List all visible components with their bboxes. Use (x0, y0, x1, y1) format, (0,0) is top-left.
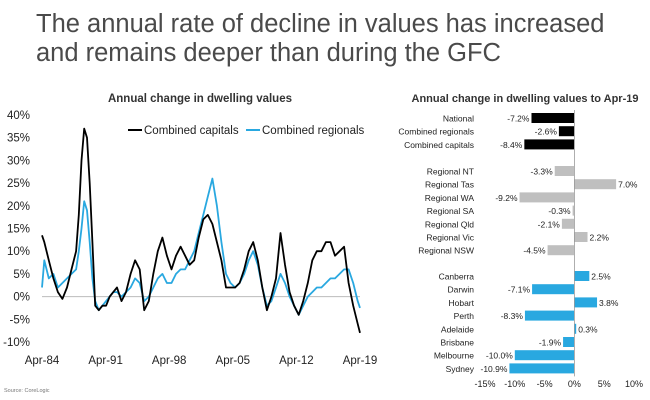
bar (514, 350, 575, 361)
bar-value-label: 2.5% (591, 272, 611, 282)
bar-category-label: Canberra (439, 272, 475, 282)
bar (524, 139, 575, 150)
legend-label: Combined capitals (144, 125, 239, 137)
x-tick-label: Apr-12 (279, 355, 314, 367)
line-chart: Annual change in dwelling values 40% 35% 30… (3, 93, 378, 367)
y-tick-label: 15% (7, 224, 30, 236)
bar (558, 126, 575, 137)
x-tick-label: Apr-84 (25, 355, 60, 367)
bar (561, 218, 575, 229)
x-tick-label: 5% (598, 379, 611, 389)
y-tick-label: 0% (13, 292, 30, 304)
chart-title: Annual change in dwelling values to Apr-… (412, 93, 639, 105)
x-tick-label: Apr-91 (88, 355, 123, 367)
bar (519, 192, 575, 203)
bar (532, 284, 575, 295)
bar-category-label: Combined regionals (398, 127, 474, 137)
y-tick-label: 40% (7, 110, 30, 122)
bar-category-label: Regional NSW (418, 246, 474, 256)
y-tick-label: -10% (3, 337, 30, 349)
x-tick-label: -10% (504, 379, 525, 389)
y-tick-label: 5% (13, 269, 30, 281)
bar-category-label: Regional WA (425, 193, 475, 203)
bar-value-label: -4.5% (523, 246, 546, 256)
x-tick-label: 10% (625, 379, 643, 389)
bar-category-label: Sydney (446, 364, 475, 374)
bar-value-label: -10.9% (480, 364, 507, 374)
x-tick-label: 0% (568, 379, 581, 389)
bar-category-label: National (443, 114, 474, 124)
bar (547, 245, 575, 256)
series-line (41, 177, 361, 316)
y-tick-label: 25% (7, 178, 30, 190)
series-line (41, 127, 361, 334)
bar-category-label: Regional Tas (425, 180, 474, 190)
bar-chart: Annual change in dwelling values to Apr-… (398, 93, 643, 389)
bar-value-label: -8.3% (501, 311, 524, 321)
headline: The annual rate of decline in values has… (36, 10, 605, 67)
bar-value-label: 3.8% (599, 298, 619, 308)
bar-value-label: 2.2% (590, 233, 610, 243)
y-tick-label: 10% (7, 246, 30, 258)
bar-category-label: Darwin (448, 285, 475, 295)
x-tick-label: Apr-05 (216, 355, 251, 367)
x-tick-label: Apr-19 (343, 355, 378, 367)
bar-category-label: Regional SA (427, 206, 475, 216)
bar-category-label: Adelaide (441, 324, 474, 334)
x-tick-label: -5% (537, 379, 553, 389)
x-tick-label: Apr-98 (152, 355, 187, 367)
legend-label: Combined regionals (262, 125, 365, 137)
bar (531, 113, 575, 123)
bar-value-label: -1.9% (539, 338, 562, 348)
bar-value-label: 7.0% (618, 180, 638, 190)
y-tick-label: 20% (7, 201, 30, 213)
bar (574, 297, 598, 308)
bar-value-label: 0.3% (578, 324, 598, 334)
bar-category-label: Brisbane (440, 338, 474, 348)
y-tick-label: 30% (7, 155, 30, 167)
bar-value-label: -7.1% (508, 285, 531, 295)
bar-value-label: -2.6% (535, 127, 558, 137)
bar-value-label: -8.4% (500, 140, 523, 150)
bar-category-label: Regional NT (427, 167, 474, 177)
bar-value-label: -10.0% (486, 351, 513, 361)
bar (572, 205, 575, 216)
chart-title: Annual change in dwelling values (108, 93, 292, 105)
bar (574, 271, 590, 281)
bar (563, 337, 575, 347)
bar (509, 363, 575, 374)
source-note: Source: CoreLogic (4, 388, 50, 394)
x-tick-label: -15% (474, 379, 495, 389)
bar-value-label: -7.2% (507, 114, 530, 124)
bar (574, 179, 617, 190)
bar (554, 166, 575, 176)
bar (524, 310, 575, 321)
bar-category-label: Regional Vic (426, 233, 474, 243)
bar (574, 323, 577, 334)
bar-category-label: Regional Qld (425, 219, 474, 229)
y-tick-label: 35% (7, 133, 30, 145)
bar-value-label: -3.3% (531, 167, 554, 177)
y-tick-label: -5% (10, 314, 30, 326)
bar-value-label: -9.2% (495, 193, 518, 203)
bar-category-label: Melbourne (434, 351, 474, 361)
bar-category-label: Hobart (448, 298, 474, 308)
bar-value-label: -0.3% (548, 206, 571, 216)
bar (574, 232, 588, 242)
bar-category-label: Combined capitals (404, 140, 474, 150)
bar-value-label: -2.1% (538, 219, 561, 229)
bar-category-label: Perth (454, 311, 475, 321)
